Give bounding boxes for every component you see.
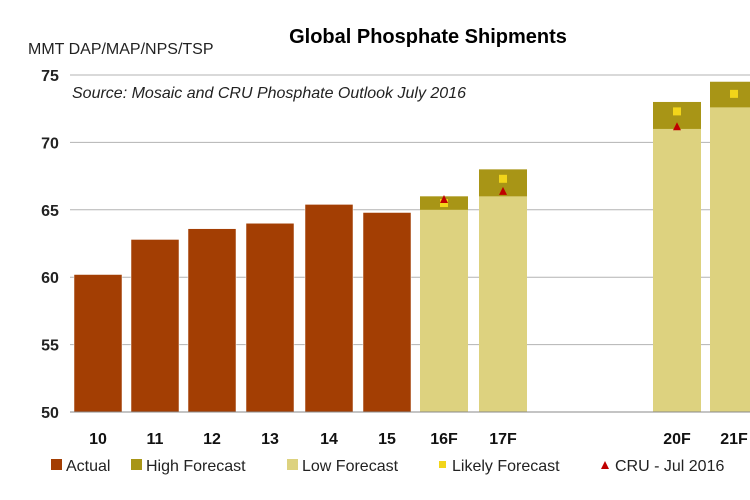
bar-low-forecast	[479, 196, 527, 412]
legend: Actual High Forecast Low Forecast Likely Fo…	[51, 458, 724, 475]
legend-label: CRU - Jul 2016	[615, 458, 724, 475]
legend-swatch	[601, 461, 609, 469]
unit-label: MMT DAP/MAP/NPS/TSP	[28, 41, 214, 58]
x-tick-label: 17F	[489, 431, 517, 448]
legend-swatch	[131, 459, 142, 470]
x-tick-label: 10	[89, 431, 107, 448]
x-tick-label: 20F	[663, 431, 691, 448]
cru-marker	[440, 195, 448, 204]
x-axis-ticks: 10 11 12 13 14 15 16F 17F 20F 21F	[89, 431, 748, 448]
legend-label: Likely Forecast	[452, 458, 560, 475]
cru-marker	[673, 122, 681, 131]
legend-swatch	[287, 459, 298, 470]
legend-label: High Forecast	[146, 458, 246, 475]
bar-low-forecast	[653, 128, 701, 413]
y-tick-label: 75	[41, 68, 59, 85]
x-tick-label: 13	[261, 431, 279, 448]
likely-forecast-marker	[673, 107, 681, 116]
bars	[73, 81, 750, 413]
x-tick-label: 15	[378, 431, 396, 448]
legend-label: Low Forecast	[302, 458, 399, 475]
bar-low-forecast	[420, 209, 468, 412]
likely-forecast-marker	[440, 199, 448, 208]
legend-swatch	[439, 461, 446, 468]
x-tick-label: 14	[320, 431, 338, 448]
bar-actual	[245, 223, 295, 413]
bar-actual	[304, 204, 354, 413]
legend-label: Actual	[66, 458, 110, 475]
y-tick-label: 70	[41, 135, 59, 152]
source-note: Source: Mosaic and CRU Phosphate Outlook…	[72, 85, 466, 102]
markers	[440, 89, 738, 208]
bar-low-forecast	[710, 107, 750, 413]
x-tick-label: 16F	[430, 431, 458, 448]
x-tick-label: 21F	[720, 431, 748, 448]
x-tick-label: 11	[147, 431, 164, 448]
legend-swatch	[51, 459, 62, 470]
likely-forecast-marker	[499, 174, 507, 183]
y-tick-label: 60	[41, 270, 59, 287]
chart-title: Global Phosphate Shipments	[289, 26, 567, 48]
y-tick-label: 50	[41, 405, 59, 422]
bar-actual	[362, 212, 412, 413]
bar-actual	[73, 274, 123, 413]
bar-actual	[187, 228, 237, 413]
likely-forecast-marker	[730, 89, 738, 98]
y-tick-label: 65	[41, 203, 59, 220]
x-tick-label: 12	[203, 431, 221, 448]
y-axis-ticks: 50 55 60 65 70 75	[41, 68, 59, 422]
y-tick-label: 55	[41, 338, 59, 355]
gridlines	[70, 74, 750, 346]
cru-marker	[499, 186, 507, 195]
bar-actual	[130, 239, 180, 413]
